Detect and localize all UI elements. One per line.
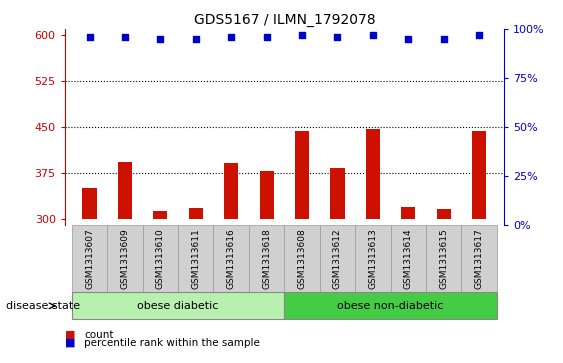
Bar — [391, 225, 426, 292]
Bar — [189, 208, 203, 219]
Bar — [295, 131, 309, 219]
Bar — [355, 225, 391, 292]
Title: GDS5167 / ILMN_1792078: GDS5167 / ILMN_1792078 — [194, 13, 375, 26]
Point — [191, 36, 200, 42]
Bar — [366, 129, 380, 219]
Bar — [249, 225, 284, 292]
Text: GSM1313610: GSM1313610 — [156, 228, 165, 289]
Bar — [401, 207, 415, 219]
Text: disease state: disease state — [6, 301, 80, 311]
Text: GSM1313614: GSM1313614 — [404, 228, 413, 289]
Text: GSM1313608: GSM1313608 — [297, 228, 306, 289]
Bar — [330, 168, 345, 219]
Point — [262, 34, 271, 40]
Text: ■: ■ — [65, 338, 75, 348]
Point — [475, 32, 484, 38]
Bar — [153, 211, 167, 219]
Bar — [224, 163, 238, 219]
Text: GSM1313609: GSM1313609 — [120, 228, 129, 289]
Point — [404, 36, 413, 42]
Text: GSM1313617: GSM1313617 — [475, 228, 484, 289]
Bar — [72, 292, 284, 319]
Bar — [284, 292, 497, 319]
Text: GSM1313615: GSM1313615 — [439, 228, 448, 289]
Bar — [426, 225, 462, 292]
Bar — [142, 225, 178, 292]
Point — [85, 34, 94, 40]
Bar — [213, 225, 249, 292]
Bar — [472, 131, 486, 219]
Text: ■: ■ — [65, 330, 75, 340]
Point — [227, 34, 236, 40]
Text: percentile rank within the sample: percentile rank within the sample — [84, 338, 260, 348]
Text: GSM1313611: GSM1313611 — [191, 228, 200, 289]
Text: GSM1313618: GSM1313618 — [262, 228, 271, 289]
Point — [368, 32, 377, 38]
Bar — [260, 171, 274, 219]
Bar — [462, 225, 497, 292]
Bar — [82, 188, 97, 219]
Bar — [320, 225, 355, 292]
Text: GSM1313613: GSM1313613 — [368, 228, 377, 289]
Point — [297, 32, 306, 38]
Text: GSM1313612: GSM1313612 — [333, 228, 342, 289]
Bar — [284, 225, 320, 292]
Point — [156, 36, 165, 42]
Text: count: count — [84, 330, 114, 340]
Point — [120, 34, 129, 40]
Text: obese non-diabetic: obese non-diabetic — [337, 301, 444, 311]
Point — [439, 36, 448, 42]
Bar — [72, 225, 107, 292]
Text: obese diabetic: obese diabetic — [137, 301, 219, 311]
Point — [333, 34, 342, 40]
Bar — [118, 162, 132, 219]
Text: GSM1313607: GSM1313607 — [85, 228, 94, 289]
Text: GSM1313616: GSM1313616 — [227, 228, 236, 289]
Bar — [178, 225, 213, 292]
Bar — [107, 225, 142, 292]
Bar — [436, 209, 451, 219]
